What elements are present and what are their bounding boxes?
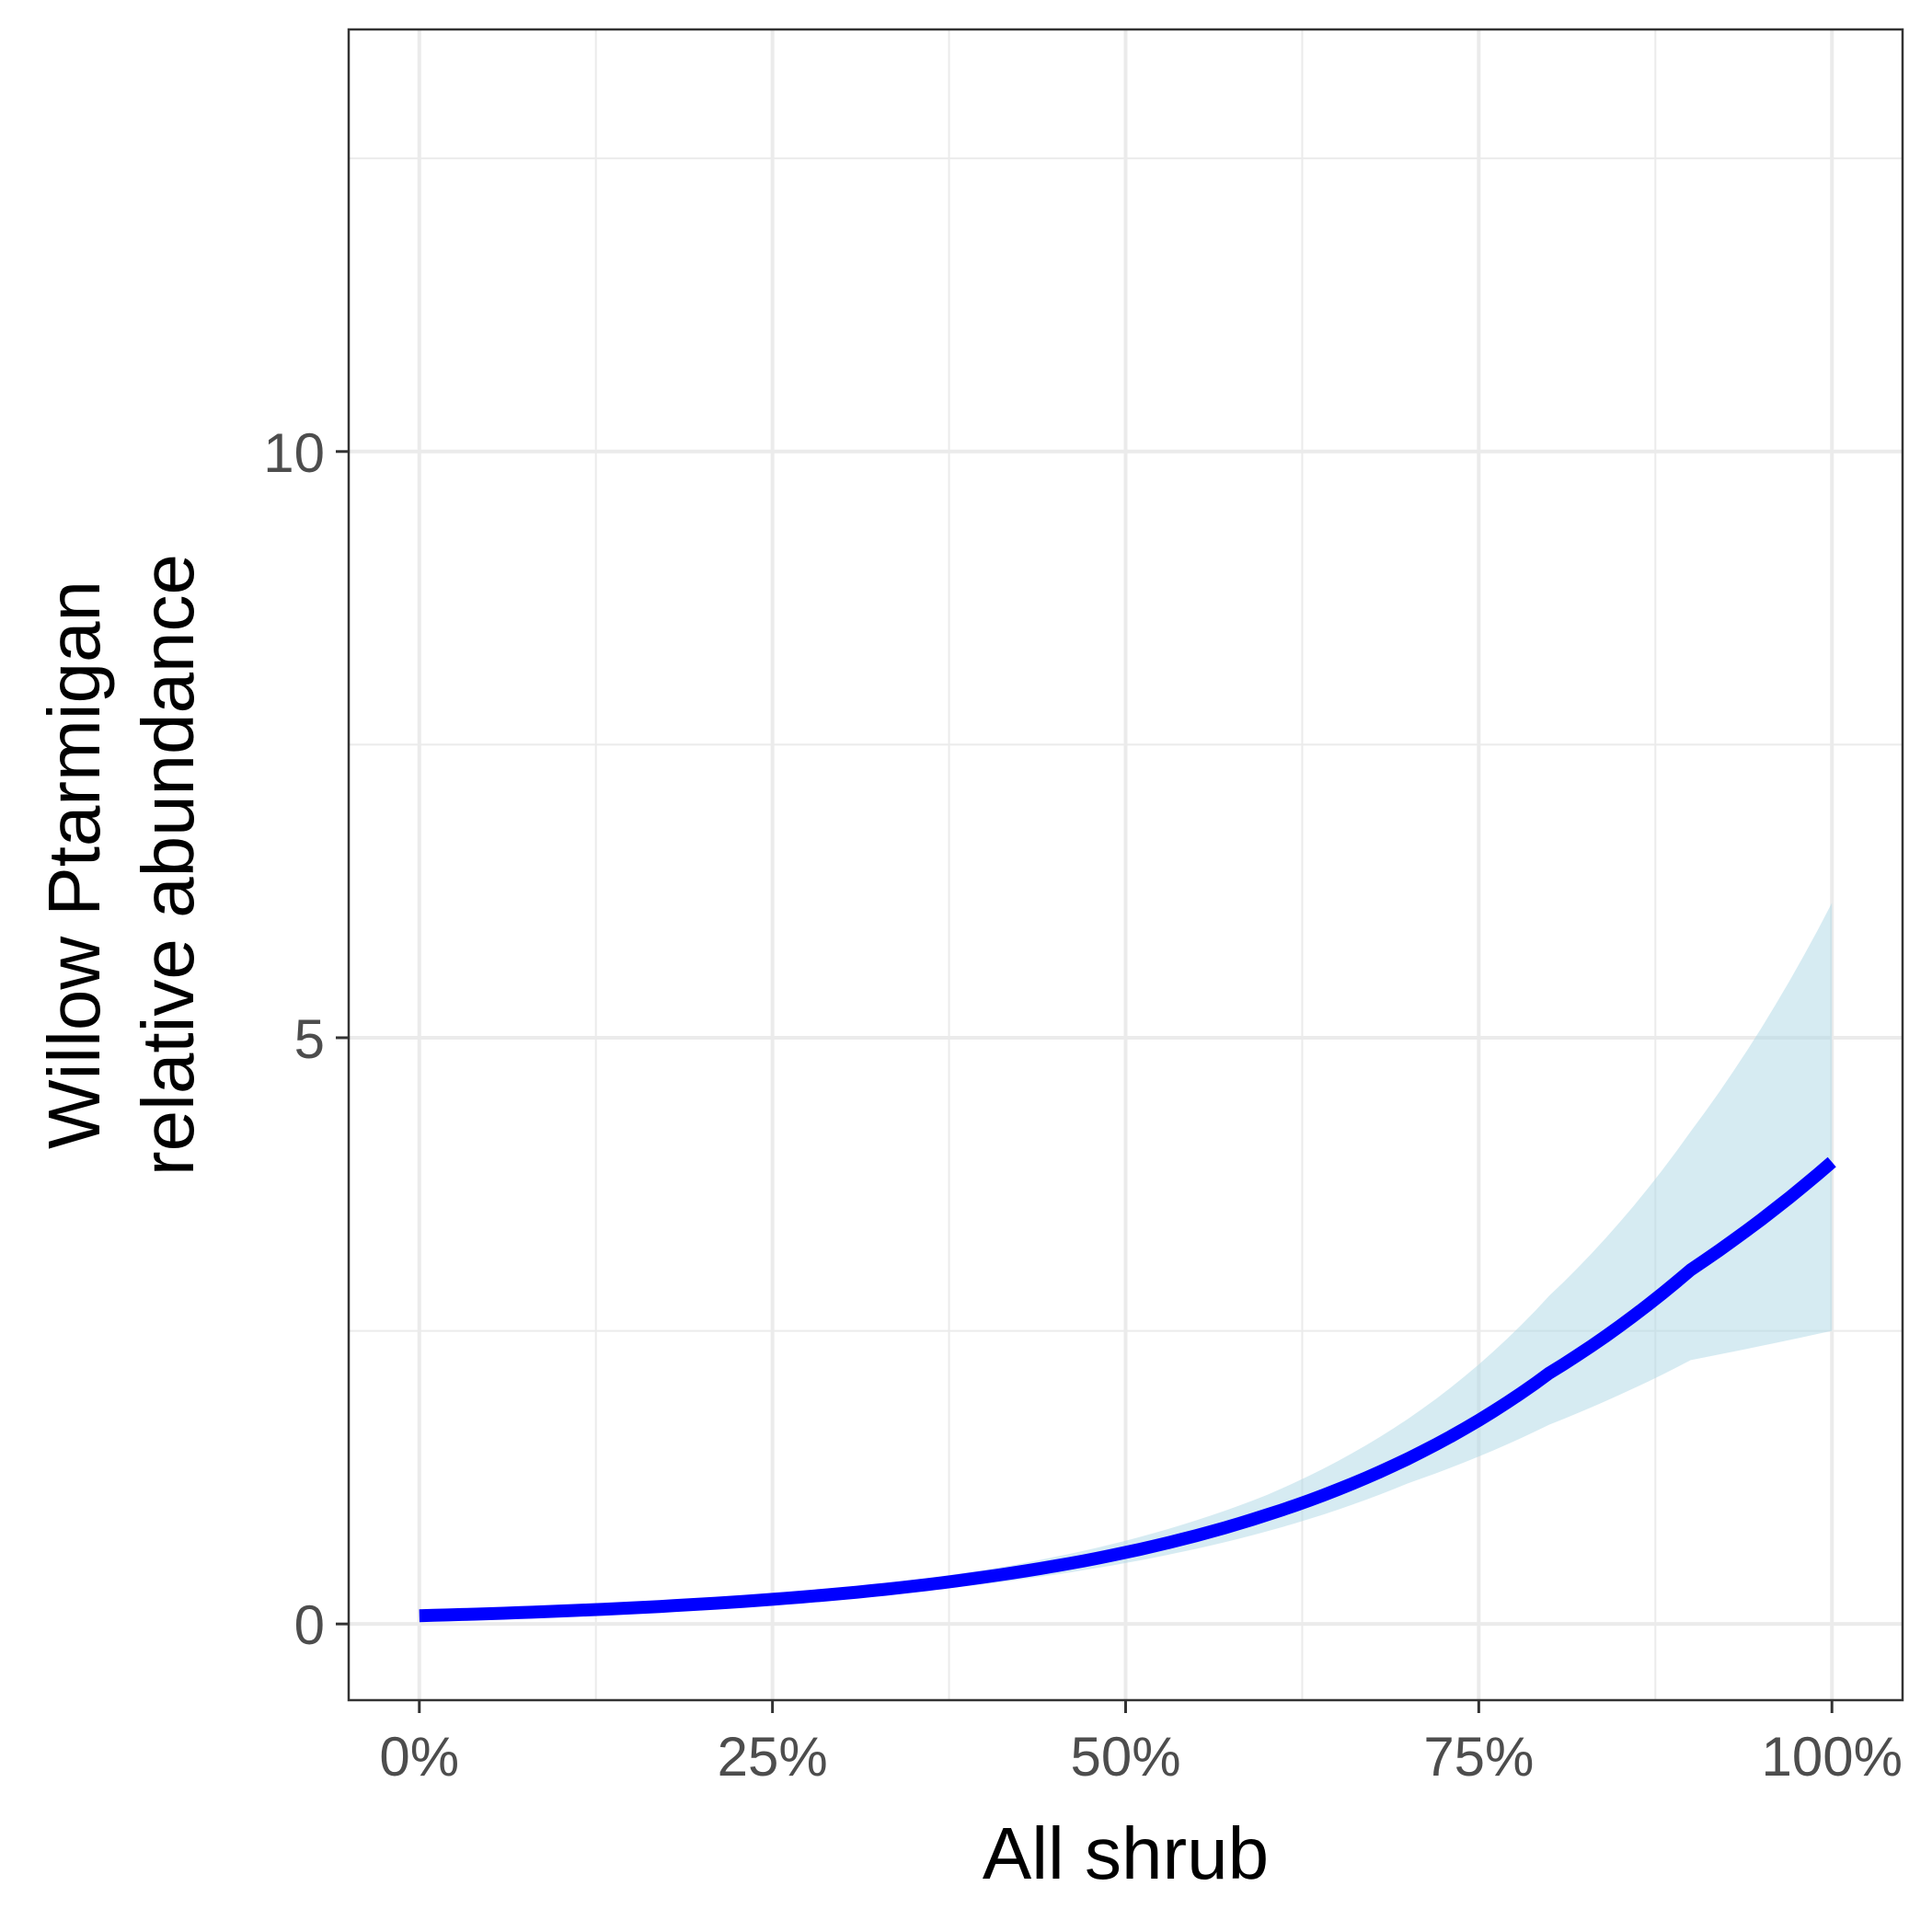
y-axis-ticks: 0 5 10 <box>263 422 349 1656</box>
confidence-ribbon <box>419 903 1833 1617</box>
y-axis-title-line: Willow Ptarmigan <box>33 581 115 1149</box>
confidence-ribbon-layer <box>419 903 1833 1617</box>
x-axis-ticks: 0% 25% 50% 75% 100% <box>379 1700 1903 1788</box>
y-tick-label: 0 <box>294 1594 325 1656</box>
x-axis-title: All shrub <box>983 1812 1269 1894</box>
x-tick-label: 100% <box>1761 1726 1902 1788</box>
y-axis-title-line: relative abundance <box>127 554 209 1176</box>
major-gridlines <box>349 29 1903 1700</box>
series-line-layer <box>419 1156 1836 1623</box>
x-tick-label: 75% <box>1423 1726 1534 1788</box>
x-tick-label: 25% <box>718 1726 828 1788</box>
y-axis-title: Willow Ptarmigan relative abundance <box>33 554 209 1176</box>
series-line <box>419 1156 1836 1623</box>
x-tick-label: 0% <box>379 1726 459 1788</box>
x-tick-label: 50% <box>1070 1726 1180 1788</box>
y-tick-label: 5 <box>294 1008 325 1070</box>
y-tick-label: 10 <box>263 422 325 484</box>
